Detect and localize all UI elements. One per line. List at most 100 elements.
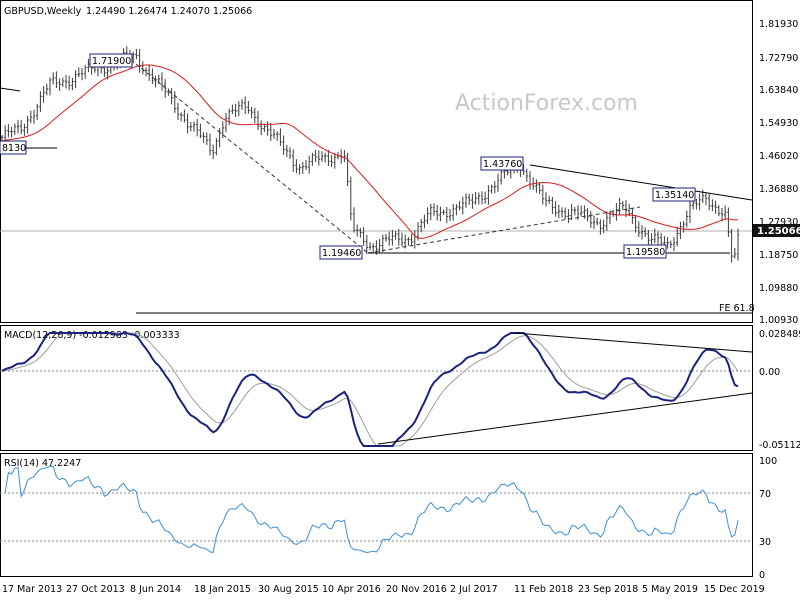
- price-bar: [564, 207, 567, 220]
- price-bar: [196, 118, 199, 137]
- price-bar: [327, 149, 330, 166]
- price-bar: [151, 68, 154, 85]
- price-bar: [487, 185, 490, 205]
- price-tick-4: 1.46020: [759, 151, 798, 162]
- price-bar: [397, 228, 400, 246]
- price-bar: [311, 152, 314, 166]
- price-bar: [237, 101, 240, 117]
- price-bar: [388, 231, 391, 246]
- price-bar: [87, 58, 90, 73]
- price-bar: [20, 119, 23, 135]
- rsi-tick-100: 100: [759, 456, 777, 467]
- price-bar: [423, 214, 426, 229]
- price-bar: [525, 168, 528, 182]
- price-bar: [288, 147, 292, 159]
- price-bar: [477, 192, 480, 205]
- price-bar: [301, 161, 304, 174]
- price-bar: [368, 242, 372, 251]
- price-bar: [544, 192, 548, 207]
- price-bar: [189, 121, 192, 132]
- price-bar: [231, 104, 234, 114]
- price-tick-2: 1.63840: [759, 85, 798, 96]
- price-bar: [176, 103, 180, 120]
- price-bar: [263, 123, 266, 133]
- price-bar: [324, 152, 327, 163]
- current-price-badge: [753, 224, 800, 237]
- annotation-119580: 1.19580: [626, 247, 665, 258]
- x-axis: 17 Mar 2013 27 Oct 2013 8 Jun 2014 18 Ja…: [2, 584, 765, 595]
- rsi-tick-30: 30: [759, 537, 771, 548]
- price-bar: [474, 191, 477, 205]
- price-bar: [685, 210, 688, 228]
- price-bar: [650, 233, 653, 246]
- price-bar: [656, 231, 660, 245]
- price-bar: [400, 232, 404, 247]
- price-bar: [282, 135, 285, 155]
- price-bar: [202, 132, 205, 144]
- price-bar: [42, 86, 45, 103]
- price-bar: [285, 145, 288, 158]
- price-bar: [61, 77, 64, 87]
- price-bar: [448, 208, 452, 222]
- x-tick-3: 18 Jan 2015: [194, 584, 251, 595]
- price-bar: [77, 67, 80, 78]
- moving-average-line: [1, 64, 739, 239]
- price-bar: [359, 227, 362, 238]
- price-bar: [410, 233, 413, 246]
- price-bar: [634, 214, 637, 233]
- price-bar: [381, 234, 384, 253]
- price-bar: [471, 193, 474, 209]
- price-bar: [682, 221, 685, 233]
- rsi-tick-70: 70: [759, 489, 771, 500]
- annotation-box-135140: [652, 187, 696, 202]
- price-bar: [535, 179, 538, 193]
- price-bar: [253, 107, 256, 123]
- price-panel-frame: [0, 0, 753, 323]
- price-bar: [589, 211, 592, 228]
- price-bar: [455, 204, 458, 216]
- price-bar: [637, 221, 640, 238]
- price-bar: [208, 133, 212, 156]
- dashed-trendline-down: [135, 63, 369, 254]
- price-bar: [586, 208, 589, 222]
- price-bar: [420, 218, 423, 233]
- price-bar: [29, 110, 32, 124]
- price-bar: [567, 209, 570, 224]
- price-bar: [39, 91, 42, 113]
- annotation-box-143760: [480, 156, 524, 171]
- price-bar: [496, 173, 500, 192]
- price-bar: [461, 196, 464, 215]
- price-bar: [404, 234, 407, 249]
- price-bar: [557, 204, 560, 219]
- price-bar: [272, 128, 276, 139]
- price-bar: [704, 192, 708, 206]
- price-bar: [173, 91, 176, 113]
- price-bar: [135, 48, 138, 60]
- price-y-axis: 1.81930 1.72790 1.63840 1.54930 1.46020 …: [759, 19, 798, 326]
- price-bar: [356, 224, 359, 237]
- price-bar: [618, 197, 621, 215]
- macd-tick-0: 0.028489: [759, 329, 800, 340]
- price-bar: [256, 110, 260, 131]
- price-bar: [276, 131, 279, 141]
- price-bar: [468, 193, 471, 205]
- x-tick-5: 10 Apr 2016: [322, 584, 381, 595]
- price-bar: [602, 219, 605, 234]
- price-bar: [708, 193, 711, 211]
- price-bar: [554, 201, 557, 217]
- price-bar: [298, 164, 301, 175]
- rsi-panel-frame: [0, 453, 753, 577]
- price-bar: [484, 191, 487, 204]
- price-bar: [730, 228, 733, 263]
- price-bar: [372, 243, 375, 254]
- price-bar: [160, 72, 164, 91]
- price-bar: [541, 184, 544, 205]
- price-bar: [436, 204, 439, 221]
- annotation-8130: 8130: [2, 143, 26, 154]
- price-bar: [592, 215, 596, 230]
- price-bar: [695, 198, 698, 210]
- price-bar: [308, 155, 311, 174]
- price-bar: [439, 206, 442, 222]
- x-tick-11: 15 Dec 2019: [704, 584, 765, 595]
